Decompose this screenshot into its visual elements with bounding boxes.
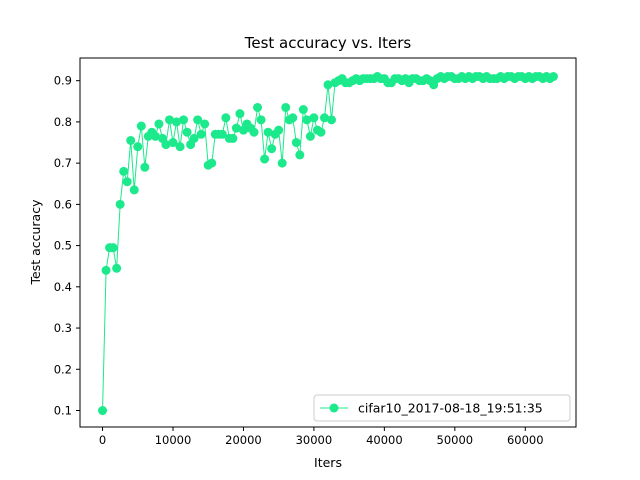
y-tick-label: 0.2	[54, 362, 72, 376]
plot-area	[98, 72, 558, 416]
data-point	[548, 72, 558, 82]
data-point	[281, 102, 291, 112]
data-point	[164, 115, 174, 125]
y-tick-label: 0.4	[54, 280, 72, 294]
data-point	[291, 138, 301, 148]
y-tick-label: 0.1	[54, 404, 72, 418]
data-point	[112, 263, 122, 273]
x-tick-label: 50000	[437, 433, 474, 447]
data-point	[150, 131, 160, 141]
x-axis-label: Iters	[314, 455, 342, 470]
y-axis-label: Test accuracy	[28, 199, 43, 286]
y-tick-label: 0.8	[54, 115, 72, 129]
x-tick-label: 30000	[296, 433, 333, 447]
data-point	[133, 142, 143, 152]
data-point	[175, 142, 185, 152]
data-point	[323, 80, 333, 90]
data-point	[267, 144, 277, 154]
data-point	[295, 150, 305, 160]
data-point	[298, 105, 308, 115]
data-point	[154, 119, 164, 129]
data-point	[288, 113, 298, 123]
data-point	[228, 133, 238, 143]
data-point	[115, 199, 125, 209]
data-point	[161, 140, 171, 150]
data-point	[263, 127, 273, 137]
data-point	[200, 119, 210, 129]
data-point	[196, 129, 206, 139]
x-tick-label: 10000	[155, 433, 192, 447]
data-point	[319, 113, 329, 123]
x-tick-label: 20000	[225, 433, 262, 447]
data-point	[253, 102, 263, 112]
y-tick-label: 0.5	[54, 239, 72, 253]
data-point	[136, 121, 146, 131]
data-point	[305, 131, 315, 141]
data-point	[260, 154, 270, 164]
x-tick-label: 0	[99, 433, 106, 447]
data-point	[207, 158, 217, 168]
data-point	[140, 162, 150, 172]
legend-marker	[329, 403, 339, 413]
legend: cifar10_2017-08-18_19:51:35	[313, 394, 571, 422]
data-point	[274, 125, 284, 135]
data-point	[98, 406, 108, 416]
axis-ticks: 0 10000 20000 30000 40000 50000 60000 0.1 0.2 0.3…	[54, 74, 544, 447]
chart-title: Test accuracy vs. Iters	[244, 34, 412, 52]
legend-label: cifar10_2017-08-18_19:51:35	[358, 401, 543, 416]
data-point	[189, 133, 199, 143]
data-point	[256, 115, 266, 125]
axes-frame	[79, 57, 577, 428]
data-point	[179, 115, 189, 125]
data-point	[316, 127, 326, 137]
data-point	[101, 265, 111, 275]
data-point	[182, 127, 192, 137]
x-tick-label: 40000	[366, 433, 403, 447]
data-point	[302, 115, 312, 125]
data-point	[168, 138, 178, 148]
data-point	[235, 109, 245, 119]
data-point	[119, 166, 129, 176]
data-point	[126, 135, 136, 145]
data-point	[193, 115, 203, 125]
y-tick-label: 0.9	[54, 74, 72, 88]
data-point	[231, 123, 241, 133]
y-tick-label: 0.7	[54, 156, 72, 170]
y-tick-label: 0.3	[54, 321, 72, 335]
data-point	[309, 113, 319, 123]
data-point	[108, 243, 118, 253]
data-point	[129, 185, 139, 195]
legend-box	[313, 394, 571, 422]
data-point	[221, 113, 231, 123]
data-point	[172, 117, 182, 127]
data-point	[122, 177, 132, 187]
y-tick-label: 0.6	[54, 197, 72, 211]
x-tick-label: 60000	[507, 433, 544, 447]
data-point	[249, 127, 259, 137]
data-point	[327, 115, 337, 125]
data-point	[277, 158, 287, 168]
data-point	[217, 129, 227, 139]
